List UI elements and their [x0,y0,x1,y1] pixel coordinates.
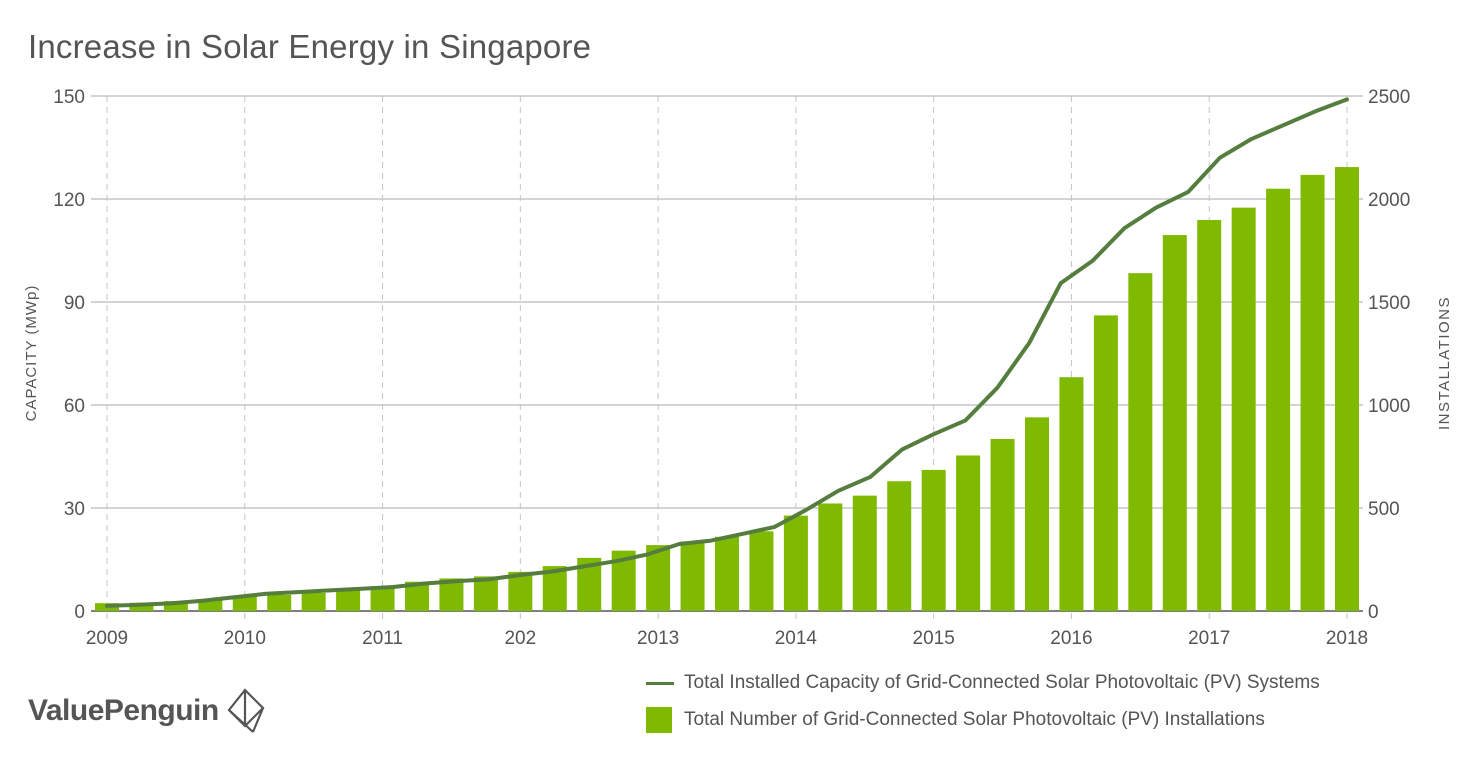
logo-mark-icon [227,688,265,733]
x-tick-label: 2017 [1188,628,1230,649]
valuepenguin-logo: ValuePenguin [28,688,267,734]
installations-bar [336,589,361,611]
installations-bar [646,545,671,611]
installations-bar [1335,167,1359,611]
x-tick-label: 202 [504,628,536,649]
legend-line-swatch [646,681,674,685]
y-tick-label-right: 1000 [1368,396,1410,417]
installations-bar [783,515,808,611]
installations-bar [163,601,188,611]
installations-bars [95,167,1359,612]
installations-bar [749,531,774,611]
legend-item-installations: Total Number of Grid-Connected Solar Pho… [646,707,1265,733]
installations-bar [990,438,1015,611]
legend-label-installations: Total Number of Grid-Connected Solar Pho… [684,709,1265,730]
y-tick-label-left: 30 [64,499,85,520]
installations-bar [198,599,223,611]
axes: 0 0 30 500 60 1000 90 1500 120 2000 150 2500 2009 201… [53,87,1410,649]
installations-bar [1162,235,1187,612]
x-tick-label: 2018 [1326,628,1368,649]
y-tick-label-left: 90 [64,293,85,314]
installations-bar [129,602,154,611]
y-tick-label-right: 2000 [1368,190,1410,211]
installations-bar [852,495,877,611]
y-tick-label-left: 120 [53,190,85,211]
installations-bar [1266,188,1291,611]
x-tick-label: 2013 [637,628,679,649]
legend-bar-swatch [646,707,672,733]
x-tick-label: 2014 [775,628,818,649]
capacity-line-layer [105,97,1349,608]
installations-bar [921,469,946,611]
installations-bar [301,592,326,611]
legend-label-capacity: Total Installed Capacity of Grid-Connect… [684,672,1320,693]
installations-bar [680,541,705,611]
installations-bar [818,503,843,611]
installations-bar [267,594,292,611]
installations-bar [1300,174,1325,611]
y-tick-label-left: 150 [53,87,85,108]
y-axis-label-left: CAPACITY (MWp) [23,285,40,422]
installations-bar [887,481,912,611]
installations-bar [715,536,739,611]
installations-bar [1025,417,1049,611]
installations-bar [473,576,498,611]
y-axis-label-right: INSTALLATIONS [1436,296,1453,430]
installations-bar [1231,207,1256,612]
y-tick-label-right: 2500 [1368,87,1410,108]
y-tick-label-left: 0 [74,602,85,623]
installations-bar [1093,315,1118,611]
logo-text: ValuePenguin [28,694,219,727]
x-tick-label: 2011 [362,628,403,649]
installations-bar [1197,220,1222,611]
capacity-line [105,97,1349,608]
x-tick-label: 2009 [86,628,128,649]
installations-bar [1128,273,1153,611]
y-tick-label-left: 60 [64,396,85,417]
x-tick-label: 2010 [224,628,266,649]
installations-bar [370,586,395,611]
y-tick-label-right: 1500 [1368,293,1410,314]
y-tick-label-right: 0 [1368,602,1379,623]
installations-bar [1059,377,1084,611]
installations-bar [956,455,981,611]
x-tick-label: 2015 [913,628,955,649]
legend-item-capacity: Total Installed Capacity of Grid-Connect… [646,672,1320,694]
y-tick-label-right: 500 [1368,499,1400,520]
installations-bar [232,596,257,611]
installations-bar [508,571,533,611]
chart-title: Increase in Solar Energy in Singapore [28,28,592,65]
x-tick-label: 2016 [1050,628,1092,649]
